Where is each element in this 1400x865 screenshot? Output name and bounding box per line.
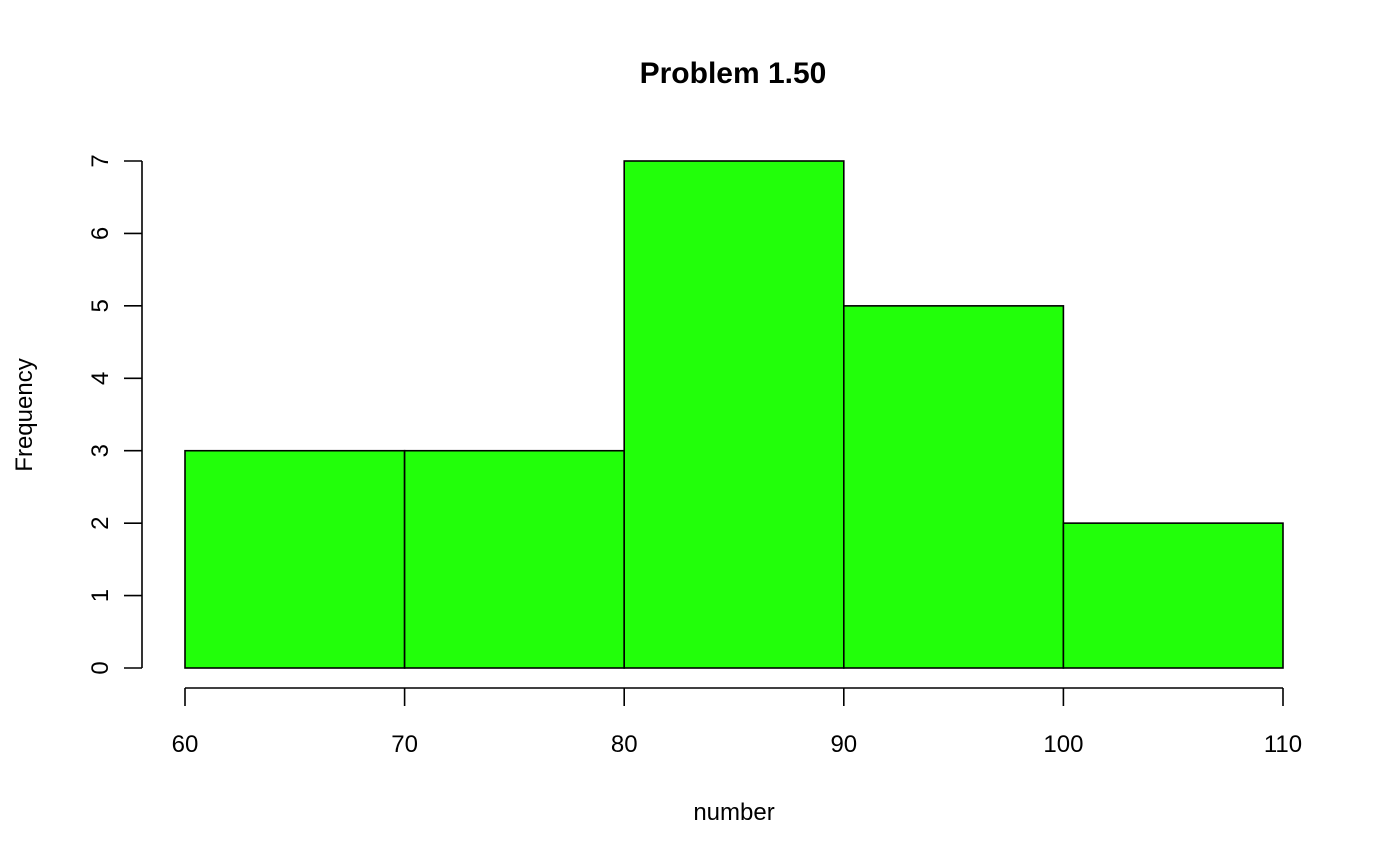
x-tick-label: 100 xyxy=(1043,731,1083,758)
y-tick-label: 0 xyxy=(87,661,114,674)
y-tick-label: 3 xyxy=(87,444,114,457)
x-axis-label: number xyxy=(693,799,774,826)
y-tick-label: 2 xyxy=(87,516,114,529)
y-tick-label: 5 xyxy=(87,299,114,312)
histogram-bar xyxy=(184,449,406,669)
histogram-bar xyxy=(1062,522,1284,669)
x-tick-label: 60 xyxy=(172,731,199,758)
y-tick-label: 4 xyxy=(87,372,114,385)
bars-group xyxy=(184,160,1284,669)
x-tick-label: 70 xyxy=(391,731,418,758)
histogram-bar xyxy=(403,449,626,669)
y-tick-label: 6 xyxy=(87,227,114,240)
histogram-bar xyxy=(842,305,1065,669)
x-tick-label: 80 xyxy=(611,731,638,758)
y-axis: 0 1 2 3 4 5 6 7 xyxy=(87,154,143,675)
histogram-bar xyxy=(623,160,845,669)
y-tick-label: 1 xyxy=(87,589,114,602)
y-axis-label: Frequency xyxy=(11,358,38,471)
y-tick-label: 7 xyxy=(87,154,114,167)
x-tick-label: 90 xyxy=(830,731,857,758)
x-axis: 60 70 80 90 100 110 xyxy=(172,687,1302,758)
chart-title: Problem 1.50 xyxy=(640,57,827,90)
x-tick-label: 110 xyxy=(1264,731,1302,758)
